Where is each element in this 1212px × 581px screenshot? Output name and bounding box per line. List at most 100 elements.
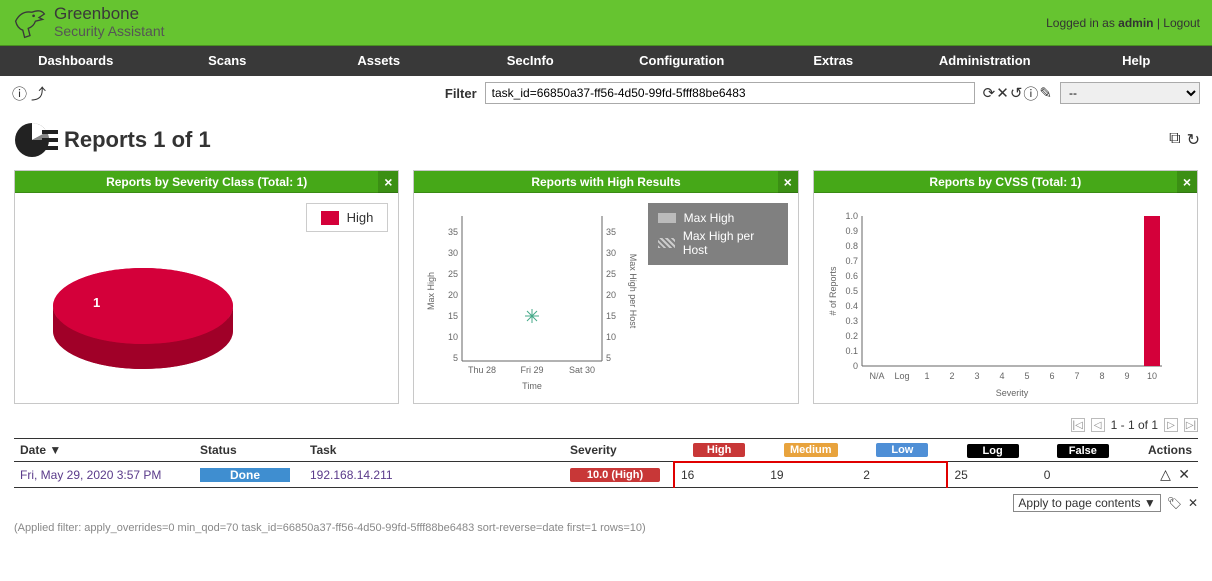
filter-refresh-icon[interactable]: ⟳ [983, 84, 996, 102]
cell-false: 0 [1038, 462, 1128, 488]
nav-assets[interactable]: Assets [303, 46, 455, 76]
svg-text:35: 35 [448, 227, 458, 237]
apply-select[interactable]: Apply to page contents ▼ [1013, 494, 1160, 512]
col-false[interactable]: False [1057, 444, 1109, 458]
svg-text:0.3: 0.3 [845, 316, 858, 326]
logo: Greenbone Security Assistant [12, 5, 165, 41]
nav-administration[interactable]: Administration [909, 46, 1061, 76]
close-icon[interactable]: × [1177, 171, 1197, 193]
svg-text:0: 0 [853, 361, 858, 371]
reload-icon[interactable]: ↻ [1187, 130, 1200, 150]
svg-text:1.0: 1.0 [845, 211, 858, 221]
applied-filter: (Applied filter: apply_overrides=0 min_q… [0, 518, 1212, 538]
svg-text:Thu 28: Thu 28 [468, 365, 496, 375]
filter-input[interactable] [485, 82, 975, 104]
next-page-icon[interactable]: ▷ [1164, 418, 1178, 432]
col-status[interactable]: Status [194, 439, 304, 462]
filter-label: Filter [445, 86, 477, 101]
cell-medium: 19 [764, 462, 857, 488]
first-page-icon[interactable]: |◁ [1071, 418, 1085, 432]
dash-severity-class: Reports by Severity Class (Total: 1) × H… [14, 170, 399, 404]
filter-clear-icon[interactable]: ✕ [996, 84, 1009, 102]
close-icon[interactable]: × [778, 171, 798, 193]
col-medium[interactable]: Medium [784, 443, 838, 457]
page-title-row: Reports 1 of 1 ⧉ ↻ [0, 110, 1212, 170]
delete-icon[interactable]: ✕ [1178, 466, 1190, 482]
last-page-icon[interactable]: ▷| [1184, 418, 1198, 432]
svg-text:Time: Time [522, 381, 542, 391]
cell-task[interactable]: 192.168.14.211 [304, 462, 564, 488]
svg-text:0.8: 0.8 [845, 241, 858, 251]
help-icon[interactable]: ⓘ [12, 83, 27, 104]
col-task[interactable]: Task [304, 439, 564, 462]
svg-text:0.6: 0.6 [845, 271, 858, 281]
nav-extras[interactable]: Extras [758, 46, 910, 76]
new-window-icon[interactable]: ⧉ [1169, 130, 1180, 150]
pager-top: |◁ ◁ 1 - 1 of 1 ▷ ▷| [0, 412, 1212, 438]
svg-text:Log: Log [894, 371, 909, 381]
col-date[interactable]: Date ▼ [14, 439, 194, 462]
svg-text:25: 25 [606, 269, 616, 279]
dash-cvss-title: Reports by CVSS (Total: 1) [929, 175, 1081, 189]
col-high[interactable]: High [693, 443, 745, 457]
tag-icon[interactable]: 🏷 [1167, 496, 1182, 510]
filter-help-icon[interactable]: ⓘ [1023, 83, 1038, 104]
brand-subtitle: Security Assistant [54, 24, 165, 39]
col-low[interactable]: Low [876, 443, 928, 457]
cell-date[interactable]: Fri, May 29, 2020 3:57 PM [14, 462, 194, 488]
line-legend: Max High Max High per Host [648, 203, 788, 265]
nav-configuration[interactable]: Configuration [606, 46, 758, 76]
svg-text:0.1: 0.1 [845, 346, 858, 356]
filter-select[interactable]: -- [1060, 82, 1200, 104]
svg-text:Max High: Max High [426, 272, 436, 310]
reports-icon [12, 116, 60, 164]
pager-range: 1 - 1 of 1 [1111, 418, 1158, 432]
filter-reset-icon[interactable]: ↺ [1010, 84, 1023, 102]
svg-text:10: 10 [1147, 371, 1157, 381]
delta-icon[interactable]: △ [1160, 466, 1171, 482]
logout-link[interactable]: Logout [1163, 16, 1200, 30]
svg-text:0.4: 0.4 [845, 301, 858, 311]
table-row: Fri, May 29, 2020 3:57 PM Done 192.168.1… [14, 462, 1198, 488]
svg-text:0.9: 0.9 [845, 226, 858, 236]
bulk-delete-icon[interactable]: ✕ [1188, 496, 1198, 510]
svg-text:Max High per Host: Max High per Host [628, 254, 638, 329]
col-actions: Actions [1128, 439, 1198, 462]
status-badge: Done [200, 468, 290, 482]
nav-secinfo[interactable]: SecInfo [455, 46, 607, 76]
main-nav: Dashboards Scans Assets SecInfo Configur… [0, 46, 1212, 76]
severity-badge: 10.0 (High) [570, 468, 660, 482]
legend-label-high: High [347, 210, 374, 225]
svg-text:5: 5 [453, 353, 458, 363]
svg-text:20: 20 [606, 290, 616, 300]
dashboard-row: Reports by Severity Class (Total: 1) × H… [0, 170, 1212, 412]
svg-text:6: 6 [1049, 371, 1054, 381]
legend-swatch-high [321, 211, 339, 225]
svg-text:5: 5 [1024, 371, 1029, 381]
prev-page-icon[interactable]: ◁ [1091, 418, 1105, 432]
svg-text:5: 5 [606, 353, 611, 363]
nav-scans[interactable]: Scans [152, 46, 304, 76]
svg-text:15: 15 [606, 311, 616, 321]
svg-text:15: 15 [448, 311, 458, 321]
nav-help[interactable]: Help [1061, 46, 1212, 76]
dash-high-results: Reports with High Results × Max High Max… [413, 170, 798, 404]
svg-text:0.7: 0.7 [845, 256, 858, 266]
svg-text:20: 20 [448, 290, 458, 300]
col-severity[interactable]: Severity [564, 439, 674, 462]
col-log[interactable]: Log [967, 444, 1019, 458]
legend-max-high-host: Max High per Host [683, 229, 778, 257]
pie-chart: 1 [43, 221, 263, 401]
svg-text:0.2: 0.2 [845, 331, 858, 341]
svg-text:Fri 29: Fri 29 [521, 365, 544, 375]
brand-icon [12, 5, 48, 41]
filter-edit-icon[interactable]: ✎ [1039, 84, 1052, 102]
reports-table: Date ▼ Status Task Severity High Medium … [14, 438, 1198, 488]
close-icon[interactable]: × [378, 171, 398, 193]
svg-text:1: 1 [924, 371, 929, 381]
upload-icon[interactable]: ⤴ [31, 83, 46, 104]
svg-text:0.5: 0.5 [845, 286, 858, 296]
svg-text:25: 25 [448, 269, 458, 279]
nav-dashboards[interactable]: Dashboards [0, 46, 152, 76]
username: admin [1118, 16, 1153, 30]
